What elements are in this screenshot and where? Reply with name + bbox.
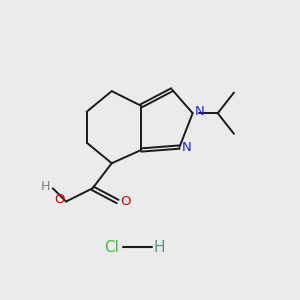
Text: O: O [54, 193, 64, 206]
Text: O: O [120, 195, 130, 208]
Text: Cl: Cl [104, 240, 119, 255]
Text: N: N [182, 141, 192, 154]
Text: H: H [153, 240, 165, 255]
Text: N: N [195, 105, 205, 118]
Text: H: H [41, 180, 50, 193]
